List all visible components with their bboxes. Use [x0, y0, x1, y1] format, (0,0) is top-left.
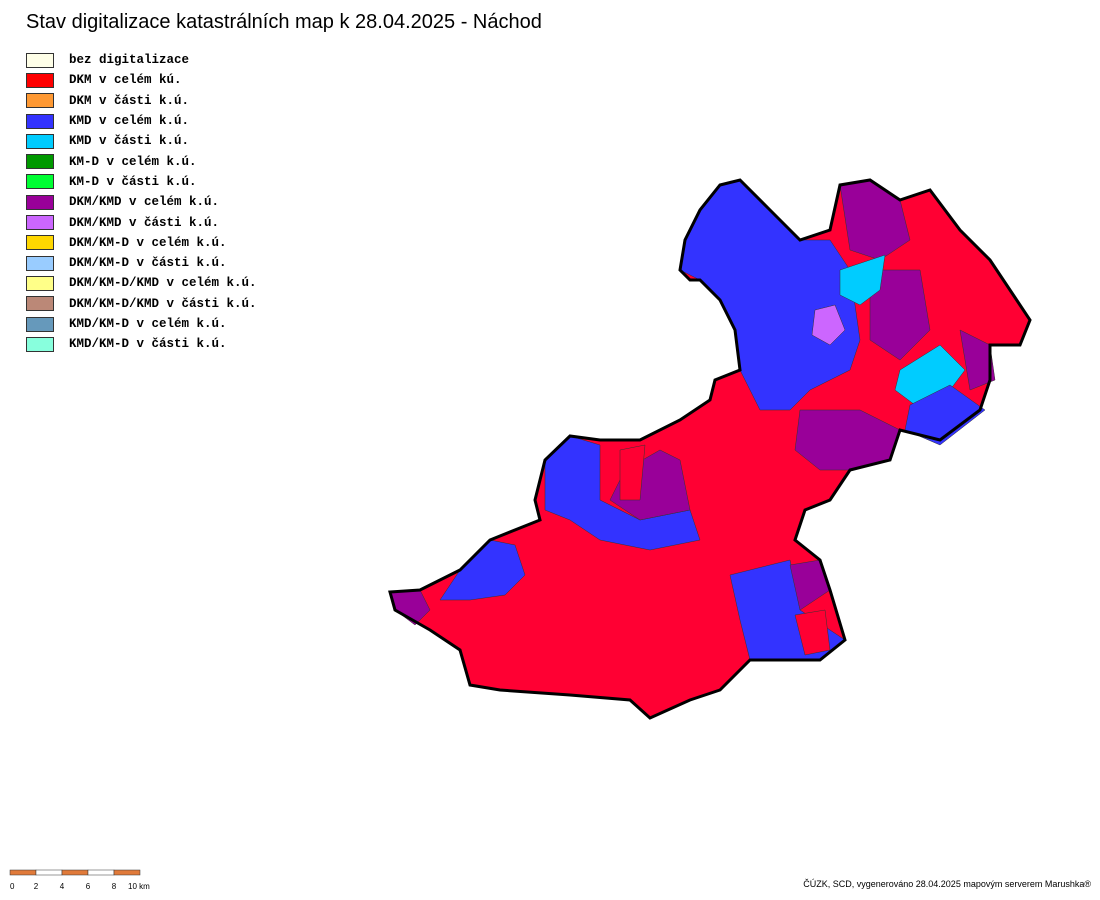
map-title: Stav digitalizace katastrálních map k 28…: [26, 11, 542, 33]
legend-swatch: [26, 52, 54, 68]
scale-label: 4: [60, 882, 65, 891]
legend: bez digitalizace DKM v celém kú. DKM v čás…: [26, 50, 257, 354]
legend-swatch: [26, 174, 54, 190]
region-dkm: [619, 444, 646, 501]
legend-item: KMD/KM-D v části k.ú.: [26, 334, 257, 354]
legend-swatch: [26, 235, 54, 251]
legend-item: KMD v části k.ú.: [26, 131, 257, 151]
scale-label: 8: [112, 882, 117, 891]
legend-label: DKM/KM-D v celém k.ú.: [69, 235, 227, 250]
legend-swatch: [26, 194, 54, 210]
legend-swatch: [26, 336, 54, 352]
region-kmd: [439, 539, 526, 601]
region-dkm-kmd-part: [811, 304, 846, 346]
district-border: [388, 178, 1032, 720]
legend-item: KM-D v části k.ú.: [26, 172, 257, 192]
legend-item: KMD v celém k.ú.: [26, 111, 257, 131]
legend-swatch: [26, 316, 54, 332]
scale-label: 10 km: [128, 882, 150, 891]
scale-segment: [9, 869, 37, 876]
legend-swatch: [26, 133, 54, 149]
scale-segment: [35, 869, 63, 876]
legend-swatch: [26, 215, 54, 231]
legend-item: KM-D v celém k.ú.: [26, 151, 257, 171]
legend-item: DKM/KM-D/KMD v celém k.ú.: [26, 273, 257, 293]
legend-item: DKM v celém kú.: [26, 70, 257, 90]
legend-label: bez digitalizace: [69, 53, 190, 68]
credit: ČÚZK, SCD, vygenerováno 28.04.2025 mapov…: [803, 879, 1091, 889]
scale-label: 6: [86, 882, 91, 891]
legend-item: KMD/KM-D v celém k.ú.: [26, 314, 257, 334]
region-dkm: [794, 609, 831, 656]
legend-label: DKM/KM-D/KMD v celém k.ú.: [69, 276, 257, 291]
legend-label: DKM/KM-D/KMD v části k.ú.: [69, 296, 257, 311]
region-dkm-kmd: [959, 329, 996, 391]
legend-swatch: [26, 72, 54, 88]
legend-item: DKM/KM-D v celém k.ú.: [26, 233, 257, 253]
legend-swatch: [26, 296, 54, 312]
legend-label: KMD/KM-D v části k.ú.: [69, 337, 227, 352]
region-dkm-kmd: [869, 269, 931, 361]
scale-bar: [9, 869, 141, 876]
legend-swatch: [26, 275, 54, 291]
legend-label: KMD v celém k.ú.: [69, 114, 190, 129]
legend-label: KMD/KM-D v celém k.ú.: [69, 317, 227, 331]
legend-swatch: [26, 255, 54, 271]
legend-item: DKM/KMD v části k.ú.: [26, 212, 257, 232]
legend-item: DKM v části k.ú.: [26, 91, 257, 111]
scale-segment: [113, 869, 141, 876]
legend-item: DKM/KMD v celém k.ú.: [26, 192, 257, 212]
legend-label: DKM v části k.ú.: [69, 93, 190, 108]
scale-label: 2: [34, 882, 39, 891]
legend-item: DKM/KM-D/KMD v části k.ú.: [26, 294, 257, 314]
region-kmd-part: [839, 254, 886, 306]
legend-label: DKM v celém kú.: [69, 73, 182, 88]
scale-segment: [61, 869, 89, 876]
legend-swatch: [26, 93, 54, 109]
legend-label: DKM/KMD v části k.ú.: [69, 215, 220, 230]
legend-label: DKM/KMD v celém k.ú.: [69, 195, 220, 210]
scale-label: 0: [10, 882, 15, 891]
scale-segment: [87, 869, 115, 876]
legend-label: KMD v části k.ú.: [69, 134, 190, 149]
legend-label: KM-D v celém k.ú.: [69, 154, 197, 169]
region-kmd: [544, 435, 701, 551]
legend-swatch: [26, 113, 54, 129]
legend-item: bez digitalizace: [26, 50, 257, 70]
legend-swatch: [26, 154, 54, 170]
legend-label: KM-D v části k.ú.: [69, 174, 197, 189]
district: [388, 178, 1032, 720]
region-kmd: [904, 384, 986, 446]
legend-item: DKM/KM-D v části k.ú.: [26, 253, 257, 273]
legend-label: DKM/KM-D v části k.ú.: [69, 256, 227, 271]
